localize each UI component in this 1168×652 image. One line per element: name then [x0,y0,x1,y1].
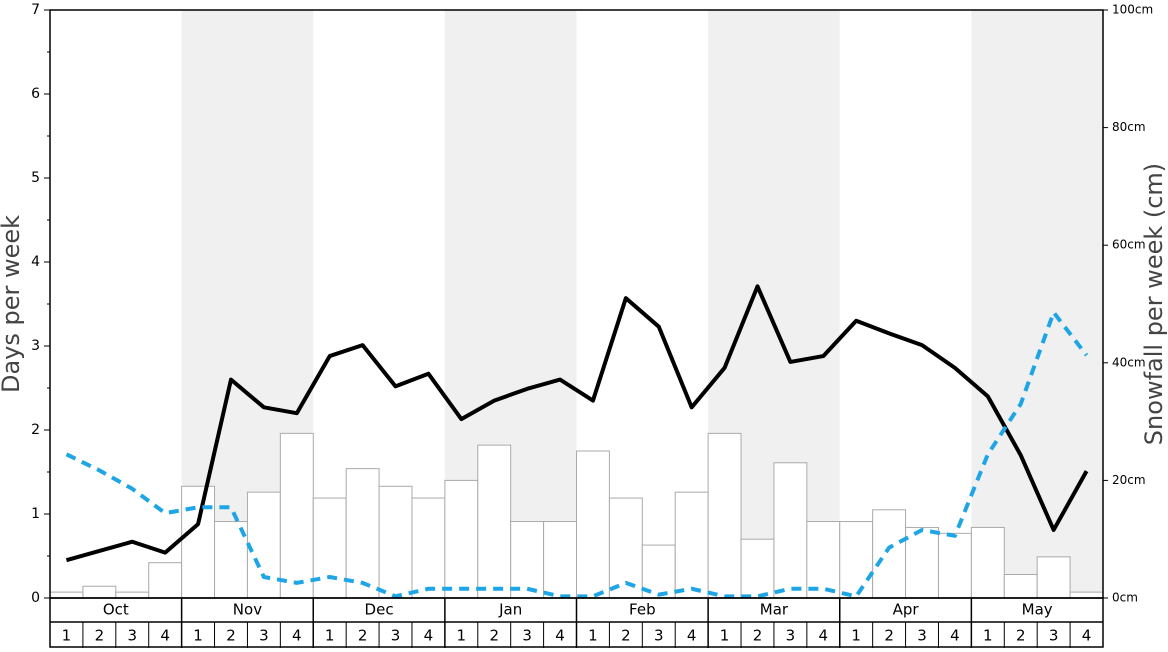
week-label: 1 [983,627,993,645]
y-tick-label: 1 [31,506,40,522]
month-label: Apr [893,601,920,619]
y2-tick-label: 20cm [1112,473,1146,487]
y-tick-label: 7 [31,2,40,18]
week-label: 2 [489,627,499,645]
month-label: Jan [498,601,522,619]
snowfall-bar [279,432,314,599]
snowfall-bar [740,538,775,599]
snowfall-bar [345,468,380,599]
week-label: 3 [391,627,401,645]
snowfall-bar [477,444,512,599]
snowfall-bar [576,450,610,599]
week-label: 2 [621,627,631,645]
week-label: 2 [1016,627,1026,645]
week-label: 1 [325,627,335,645]
week-label: 1 [457,627,467,645]
snowfall-bar [82,585,117,599]
week-label: 2 [358,627,368,645]
snowfall-bar [872,509,907,599]
week-label: 4 [160,627,170,645]
week-label: 3 [654,627,664,645]
week-label: 1 [588,627,598,645]
snowfall-bar [839,521,874,599]
week-label: 4 [424,627,434,645]
month-label: Nov [233,601,262,619]
y-tick-label: 0 [31,590,40,606]
snowfall-bar [312,497,347,599]
snowfall-bar [1036,556,1071,599]
snowfall-bar [148,562,183,599]
month-label: Mar [760,601,789,619]
snowfall-bar [1069,591,1104,599]
week-label: 4 [1082,627,1092,645]
snowfall-bar [707,432,742,599]
week-label: 1 [193,627,203,645]
snowfall-bar [115,591,150,599]
week-label: 4 [555,627,565,645]
week-label: 2 [226,627,236,645]
snowfall-bar [378,485,413,599]
days-line [65,310,1089,599]
y-tick-label: 6 [31,86,40,102]
week-label: 2 [753,627,763,645]
week-label: 3 [786,627,796,645]
y-tick-label: 4 [31,254,40,270]
week-label: 3 [917,627,927,645]
y-axis-label: Days per week [0,215,25,393]
week-label: 4 [819,627,829,645]
week-label: 4 [687,627,697,645]
snowfall-bar [543,521,577,599]
snowfall-bar [970,526,1005,599]
month-label: May [1022,601,1053,619]
snowfall-bar [444,479,479,599]
week-label: 1 [851,627,861,645]
snowfall-bar [937,532,972,599]
y-tick-label: 3 [31,338,40,354]
week-label: 1 [720,627,730,645]
week-label: 2 [884,627,894,645]
month-band [971,10,1103,598]
snowfall-bar [181,485,216,599]
y2-tick-label: 0cm [1112,591,1138,605]
y2-tick-label: 100cm [1112,3,1153,17]
month-label: Oct [103,601,129,619]
y-tick-label: 5 [31,170,40,186]
week-label: 4 [950,627,960,645]
snowfall-bar [510,521,545,599]
snowfall-bar [411,497,446,599]
week-label: 3 [127,627,137,645]
snowfall-bar [806,521,841,599]
week-label: 3 [259,627,269,645]
y2-tick-label: 60cm [1112,238,1146,252]
month-label: Dec [365,601,394,619]
week-label: 3 [1049,627,1059,645]
snowfall-bar [246,491,281,599]
snowfall-bar [1003,573,1038,599]
snowfall-bar [773,462,808,599]
week-label: 3 [522,627,532,645]
y2-tick-label: 80cm [1112,120,1146,134]
y2-tick-label: 40cm [1112,355,1146,369]
week-label: 4 [292,627,302,645]
week-label: 1 [62,627,72,645]
days-line [65,284,1089,563]
snowfall-bar [674,491,709,599]
snowfall-bar [905,526,939,599]
week-label: 2 [95,627,105,645]
month-label: Feb [629,601,656,619]
snowfall-bar [49,591,84,599]
y-tick-label: 2 [31,422,40,438]
y2-axis-label: Snowfall per week (cm) [1140,163,1168,445]
